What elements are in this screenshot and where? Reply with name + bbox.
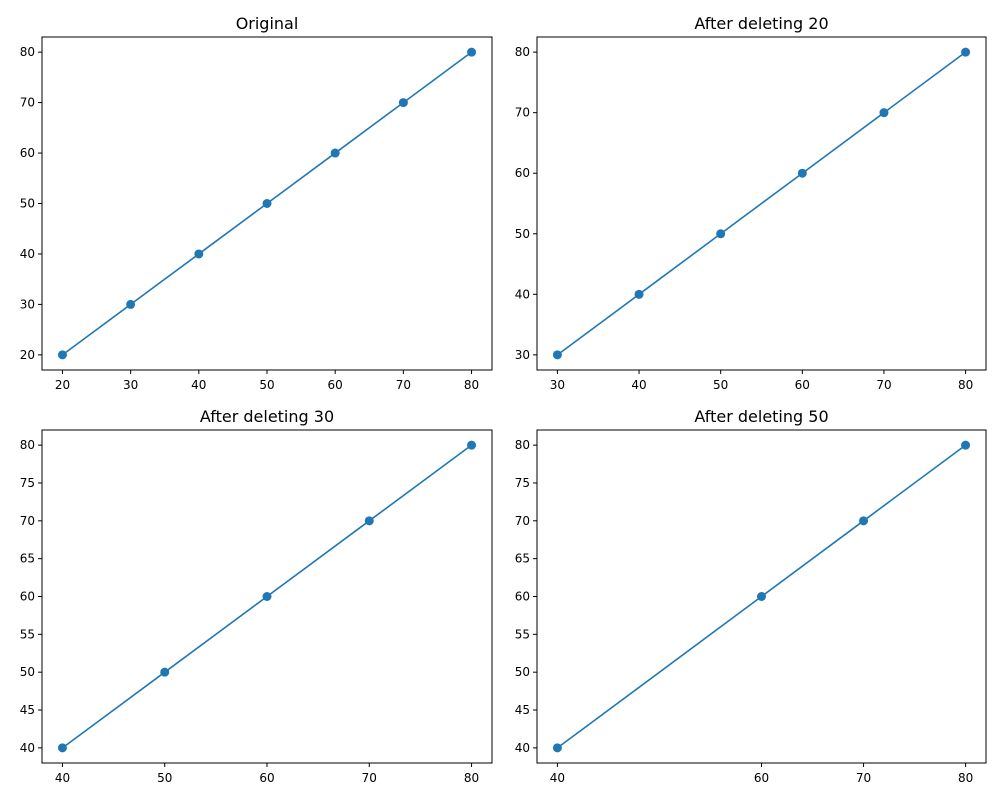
x-tick-label: 40 (550, 771, 565, 785)
y-tick-label: 45 (20, 703, 35, 717)
y-tick-label: 75 (20, 476, 35, 490)
x-tick-label: 50 (259, 378, 274, 392)
data-point (859, 516, 869, 526)
y-tick-label: 65 (20, 552, 35, 566)
y-tick-label: 45 (515, 703, 530, 717)
x-tick-label: 60 (754, 771, 769, 785)
x-tick-label: 80 (958, 378, 973, 392)
data-point (262, 199, 272, 208)
x-tick-label: 60 (259, 771, 274, 785)
subplot-after-deleting-30: After deleting 30 40 50 60 70 80 40 45 50 55 60 65… (20, 407, 493, 785)
x-tick-label: 70 (856, 771, 871, 785)
subplot-after-deleting-20: After deleting 20 30 40 50 60 70 80 30 40 50 60 70… (515, 14, 987, 392)
x-tick-label: 60 (328, 378, 343, 392)
y-tick-label: 75 (515, 476, 530, 490)
chart-title: After deleting 20 (694, 14, 828, 33)
y-tick-label: 70 (515, 514, 530, 528)
x-tick-label: 70 (396, 378, 411, 392)
subplot-original: Original 20 30 40 50 60 70 80 20 30 40 50 60 70 80 (20, 14, 493, 392)
y-tick-label: 40 (20, 741, 35, 755)
x-tick-label: 30 (123, 378, 138, 392)
x-tick-label: 80 (958, 771, 973, 785)
y-tick-label: 80 (515, 45, 530, 59)
data-point (716, 229, 726, 239)
y-tick-label: 50 (515, 665, 530, 679)
y-tick-label: 30 (515, 348, 530, 362)
y-tick-label: 60 (515, 166, 530, 180)
x-tick-label: 80 (464, 378, 479, 392)
subplot-after-deleting-50: After deleting 50 40 60 70 80 40 45 50 55 60 65 70… (515, 407, 987, 785)
data-point (634, 289, 644, 299)
data-point (126, 299, 136, 309)
x-tick-label: 40 (191, 378, 206, 392)
y-tick-label: 60 (515, 590, 530, 604)
x-tick-label: 40 (631, 378, 646, 392)
y-tick-label: 70 (515, 106, 530, 120)
data-point (961, 440, 971, 450)
data-point (160, 667, 170, 677)
data-point (467, 47, 477, 57)
x-tick-label: 80 (464, 771, 479, 785)
y-tick-label: 80 (20, 438, 35, 452)
data-point (467, 440, 477, 450)
y-tick-label: 50 (515, 227, 530, 241)
chart-title: After deleting 30 (200, 407, 334, 426)
y-tick-label: 60 (20, 590, 35, 604)
axes-frame (536, 36, 987, 371)
y-tick-label: 50 (20, 665, 35, 679)
y-tick-label: 70 (20, 96, 35, 110)
data-point (330, 148, 340, 158)
y-tick-label: 55 (20, 627, 35, 641)
x-tick-label: 40 (55, 771, 70, 785)
y-tick-label: 65 (515, 552, 530, 566)
y-tick-label: 30 (20, 297, 35, 311)
series-line (556, 51, 967, 356)
y-tick-label: 80 (515, 438, 530, 452)
data-point (57, 743, 67, 753)
data-point (552, 743, 562, 753)
y-tick-label: 55 (515, 627, 530, 641)
y-tick-label: 80 (20, 45, 35, 59)
x-tick-label: 60 (795, 378, 810, 392)
y-tick-label: 20 (20, 348, 35, 362)
data-point (552, 350, 562, 360)
x-tick-label: 30 (550, 378, 565, 392)
data-point (364, 516, 374, 526)
y-tick-label: 60 (20, 146, 35, 160)
data-point (961, 47, 971, 57)
series-line (556, 444, 967, 749)
chart-title: Original (236, 14, 299, 33)
chart-title: After deleting 50 (694, 407, 828, 426)
x-tick-label: 20 (55, 378, 70, 392)
data-point (879, 108, 889, 118)
data-point (57, 350, 67, 360)
y-tick-label: 40 (515, 287, 530, 301)
x-tick-label: 70 (362, 771, 377, 785)
data-point (194, 249, 204, 259)
data-point (797, 168, 807, 178)
y-tick-label: 50 (20, 197, 35, 211)
y-tick-label: 40 (20, 247, 35, 261)
y-tick-label: 40 (515, 741, 530, 755)
x-tick-label: 70 (876, 378, 891, 392)
data-point (398, 98, 408, 108)
data-point (757, 592, 766, 601)
data-point (262, 592, 272, 601)
y-tick-label: 70 (20, 514, 35, 528)
x-tick-label: 50 (713, 378, 728, 392)
x-tick-label: 50 (157, 771, 172, 785)
